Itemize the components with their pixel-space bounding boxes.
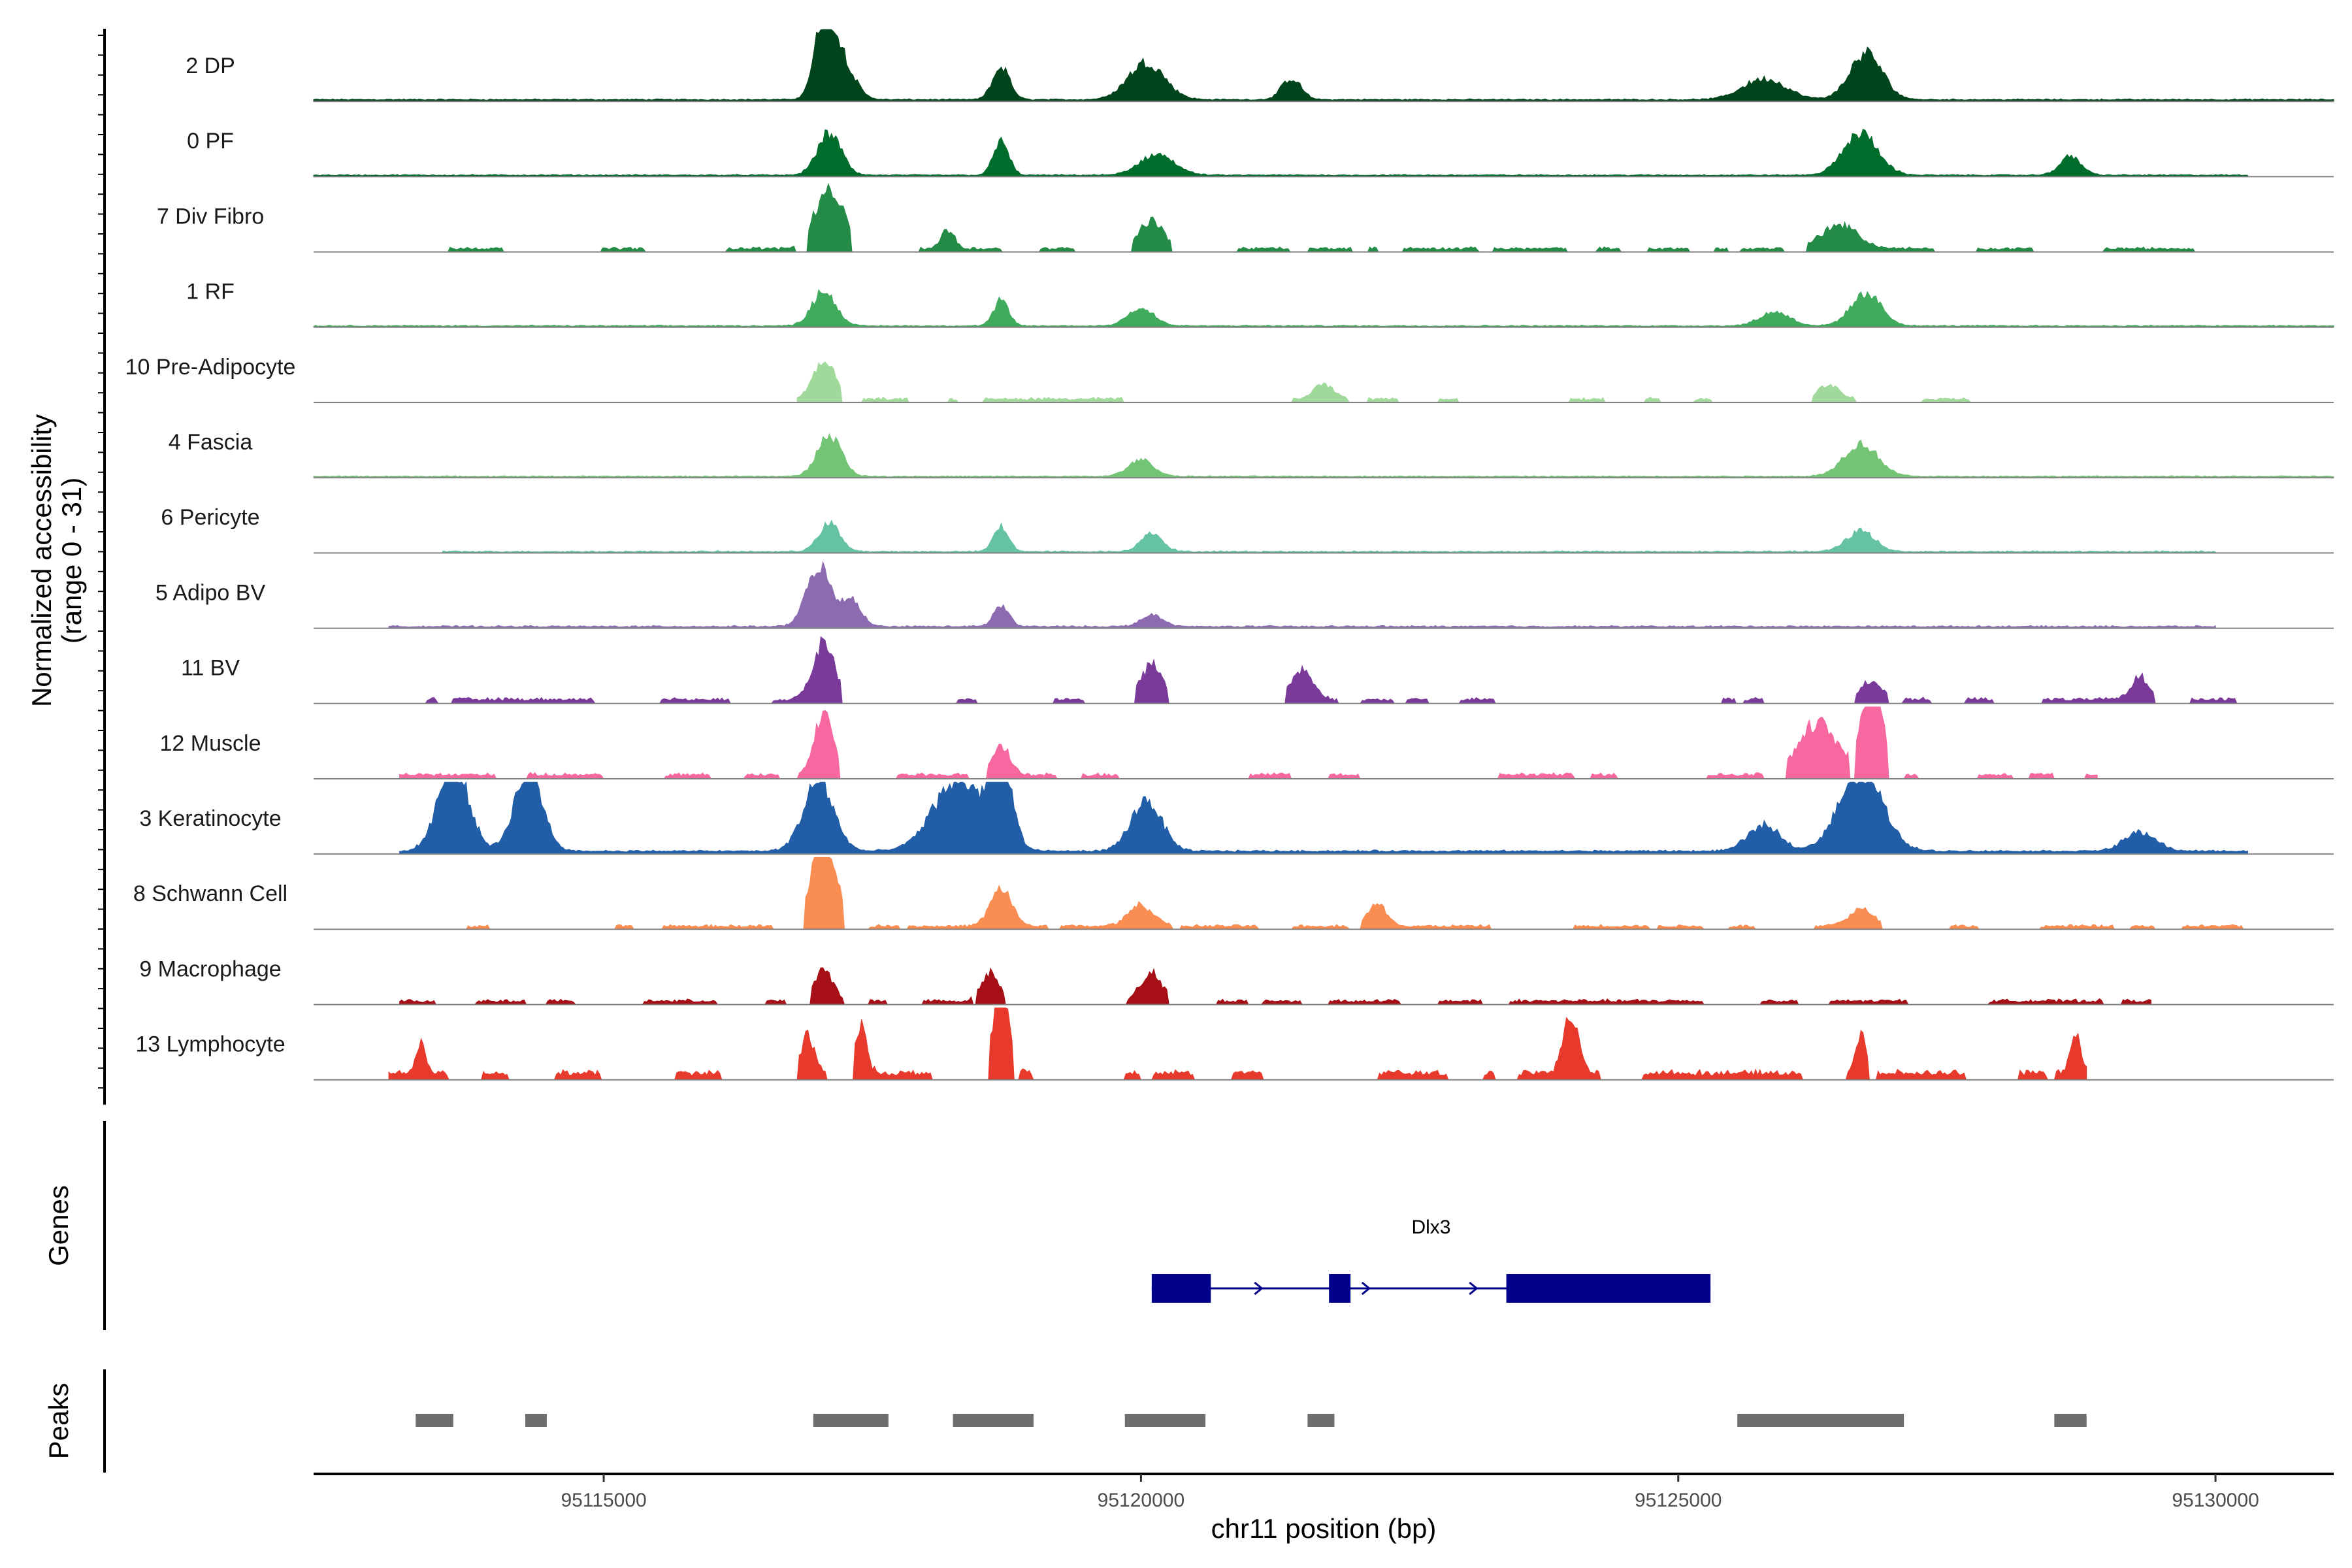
coverage-area-13-lymphocyte (388, 1007, 2087, 1081)
x-tick-label: 95125000 (1635, 1490, 1722, 1511)
track-label: 6 Pericyte (161, 505, 259, 530)
track-label: 12 Muscle (160, 731, 261, 756)
coverage-area-0-pf (313, 129, 2248, 177)
track-8-schwann-cell: 8 Schwann Cell (133, 857, 2334, 930)
coverage-area-3-keratinocyte (399, 781, 2248, 855)
track-4-fascia: 4 Fascia (169, 430, 2334, 479)
peak-region (1307, 1414, 1335, 1427)
peak-region (2054, 1414, 2087, 1427)
peak-region (813, 1414, 889, 1427)
coverage-area-9-macrophage (399, 967, 2151, 1005)
peak-region (416, 1414, 453, 1427)
track-0-pf: 0 PF (187, 129, 2334, 178)
gene-dlx3: Dlx3 (1151, 1217, 1711, 1303)
track-label: 1 RF (186, 280, 235, 304)
track-11-bv: 11 BV (181, 636, 2334, 704)
track-label: 2 DP (186, 54, 235, 78)
track-label: 5 Adipo BV (155, 580, 266, 605)
coverage-area-2-dp (313, 29, 2334, 102)
strand-arrow (1254, 1281, 1264, 1296)
track-10-pre-adipocyte: 10 Pre-Adipocyte (125, 355, 2334, 403)
peak-region (1124, 1414, 1206, 1427)
y-axis-title-line2: (range 0 - 31) (56, 478, 87, 644)
track-label: 4 Fascia (169, 430, 253, 455)
track-7-div-fibro: 7 Div Fibro (157, 182, 2334, 253)
peak-region (953, 1414, 1034, 1427)
track-label: 8 Schwann Cell (133, 881, 287, 906)
track-3-keratinocyte: 3 Keratinocyte (139, 781, 2334, 855)
track-label: 11 BV (181, 656, 240, 681)
peak-region (1737, 1414, 1904, 1427)
gene-exon (1506, 1274, 1711, 1303)
track-label: 9 Macrophage (139, 956, 281, 981)
coverage-area-1-rf (313, 289, 2334, 328)
genes-panel-title: Genes (43, 1185, 74, 1266)
x-axis-title: chr11 position (bp) (1211, 1513, 1437, 1544)
gene-exon (1329, 1274, 1351, 1303)
peaks-panel-title: Peaks (43, 1383, 74, 1460)
x-tick-label: 95130000 (2172, 1490, 2259, 1511)
track-12-muscle: 12 Muscle (160, 706, 2334, 779)
x-axis-ticks: 95115000 95120000 95125000 95130000 (561, 1474, 2259, 1511)
track-13-lymphocyte: 13 Lymphocyte (135, 1007, 2334, 1081)
peak-region (525, 1414, 547, 1427)
coverage-tracks: 2 DP 0 PF 7 Div Fibro 1 RF 10 Pre-Adipocyte 4… (125, 29, 2334, 1081)
coverage-y-axis (98, 29, 106, 1105)
y-axis-title-line1: Normalized accessibility (26, 414, 57, 707)
strand-arrow (1469, 1281, 1478, 1296)
coverage-area-12-muscle (399, 706, 2098, 779)
track-label: 10 Pre-Adipocyte (125, 355, 296, 380)
coverage-area-4-fascia (313, 433, 2334, 478)
strand-arrow (1361, 1281, 1371, 1296)
gene-models: Dlx3 (1151, 1217, 1711, 1303)
coverage-area-7-div-fibro (394, 182, 2215, 253)
coverage-area-11-bv (399, 636, 2248, 704)
coverage-area-5-adipo-bv (388, 561, 2216, 629)
track-1-rf: 1 RF (186, 280, 2334, 328)
gene-label: Dlx3 (1411, 1217, 1450, 1238)
track-label: 7 Div Fibro (157, 204, 264, 229)
track-label: 3 Keratinocyte (139, 806, 281, 831)
track-label: 13 Lymphocyte (135, 1032, 285, 1057)
track-9-macrophage: 9 Macrophage (139, 956, 2334, 1005)
coverage-area-6-pericyte (442, 519, 2216, 553)
track-6-pericyte: 6 Pericyte (161, 505, 2334, 554)
coverage-area-8-schwann-cell (442, 857, 2248, 930)
track-5-adipo-bv: 5 Adipo BV (155, 561, 2334, 629)
coverage-area-10-pre-adipocyte (796, 361, 2022, 403)
track-label: 0 PF (187, 129, 234, 154)
peak-regions (416, 1414, 2087, 1427)
track-2-dp: 2 DP (186, 29, 2334, 103)
x-tick-label: 95115000 (561, 1490, 646, 1511)
gene-exon (1151, 1274, 1211, 1303)
x-tick-label: 95120000 (1098, 1490, 1184, 1511)
